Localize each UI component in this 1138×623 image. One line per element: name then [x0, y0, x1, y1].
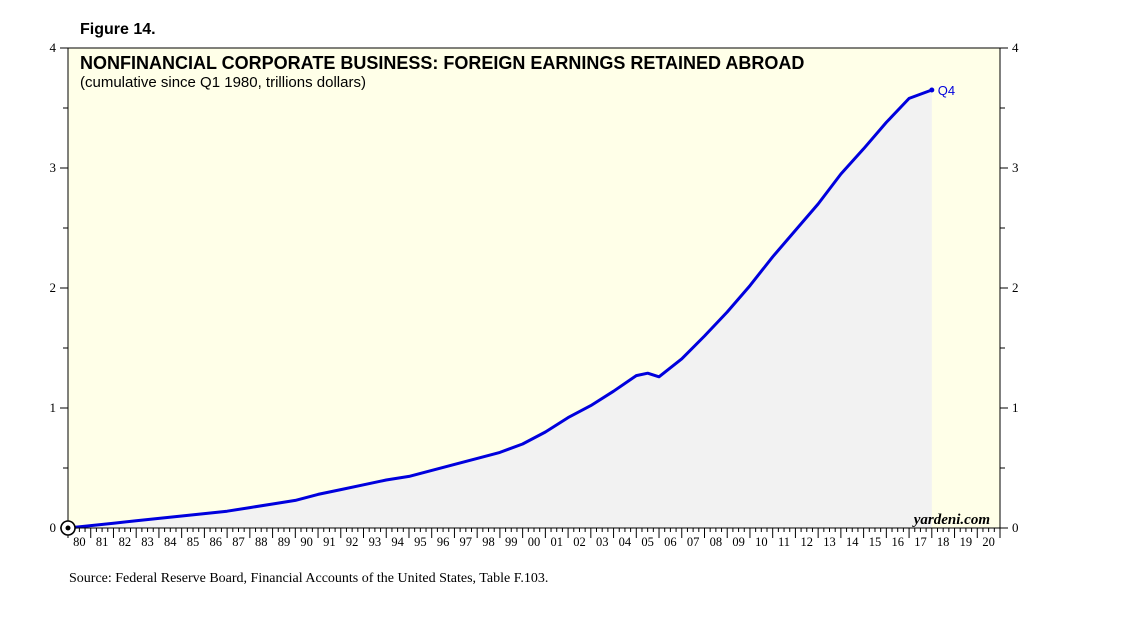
y-tick-label: 1 [1012, 400, 1019, 415]
x-tick-label: 00 [528, 535, 541, 549]
y-tick-label: 3 [50, 160, 57, 175]
x-tick-label: 05 [641, 535, 654, 549]
y-tick-label: 3 [1012, 160, 1019, 175]
x-tick-label: 88 [255, 535, 268, 549]
x-tick-label: 81 [96, 535, 109, 549]
y-tick-label: 0 [50, 520, 57, 535]
series-line [67, 88, 933, 530]
x-tick-label: 96 [437, 535, 450, 549]
brand-watermark: yardeni.com [912, 512, 990, 528]
x-tick-label: 94 [391, 535, 404, 549]
x-axis: 80 81 82 83 84 85 86 87 88 89 90 91 92 93 94 95 96 97 98 99… [67, 528, 1001, 549]
y-tick-label: 4 [50, 40, 57, 55]
y-tick-label: 2 [1012, 280, 1019, 295]
x-tick-label: 82 [119, 535, 132, 549]
x-tick-label: 91 [323, 535, 336, 549]
end-label: Q4 [938, 83, 955, 98]
x-tick-label: 17 [914, 535, 927, 549]
x-tick-label: 16 [891, 535, 904, 549]
x-tick-label: 87 [232, 535, 245, 549]
y-tick-label: 4 [1012, 40, 1019, 55]
x-tick-label: 97 [460, 535, 473, 549]
start-marker-dot [65, 525, 71, 531]
x-tick-label: 95 [414, 535, 427, 549]
x-tick-label: 07 [687, 535, 700, 549]
x-tick-label: 89 [278, 535, 291, 549]
x-tick-label: 10 [755, 535, 768, 549]
chart-title: NONFINANCIAL CORPORATE BUSINESS: FOREIGN… [80, 53, 804, 73]
x-tick-label: 90 [300, 535, 313, 549]
x-tick-label: 12 [801, 535, 814, 549]
x-tick-label: 84 [164, 535, 177, 549]
x-tick-label: 13 [823, 535, 836, 549]
x-tick-label: 08 [710, 535, 723, 549]
x-tick-label: 20 [982, 535, 995, 549]
x-tick-label: 01 [550, 535, 563, 549]
end-marker [929, 87, 935, 93]
y-tick-label: 0 [1012, 520, 1019, 535]
x-tick-label: 85 [187, 535, 200, 549]
x-tick-label: 86 [210, 535, 223, 549]
x-tick-label: 02 [573, 535, 586, 549]
y-axis-left: 0 1 2 3 4 [50, 40, 68, 535]
x-tick-label: 83 [141, 535, 154, 549]
chart-subtitle: (cumulative since Q1 1980, trillions dol… [80, 74, 366, 91]
x-tick-label: 93 [369, 535, 382, 549]
x-tick-label: 15 [869, 535, 882, 549]
x-tick-label: 18 [937, 535, 950, 549]
x-tick-label: 14 [846, 535, 859, 549]
figure-label: Figure 14. [80, 21, 156, 38]
x-tick-label: 11 [778, 535, 790, 549]
x-tick-label: 98 [482, 535, 495, 549]
x-tick-label: 09 [732, 535, 745, 549]
y-tick-label: 1 [50, 400, 57, 415]
y-axis-right: 0 1 2 3 4 [1000, 40, 1019, 535]
x-tick-label: 04 [619, 535, 632, 549]
x-tick-label: 19 [960, 535, 973, 549]
x-tick-label: 80 [73, 535, 86, 549]
x-tick-label: 03 [596, 535, 609, 549]
source-note: Source: Federal Reserve Board, Financial… [69, 571, 548, 586]
x-tick-label: 99 [505, 535, 518, 549]
x-tick-label: 06 [664, 535, 677, 549]
area-fill [68, 90, 932, 528]
y-tick-label: 2 [50, 280, 57, 295]
x-tick-label: 92 [346, 535, 359, 549]
